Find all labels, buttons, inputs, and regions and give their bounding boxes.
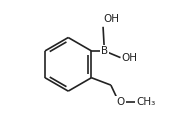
Text: OH: OH bbox=[121, 53, 137, 63]
Text: OH: OH bbox=[104, 14, 120, 24]
Text: O: O bbox=[116, 97, 125, 107]
Text: B: B bbox=[101, 46, 108, 56]
Text: CH₃: CH₃ bbox=[136, 97, 156, 107]
